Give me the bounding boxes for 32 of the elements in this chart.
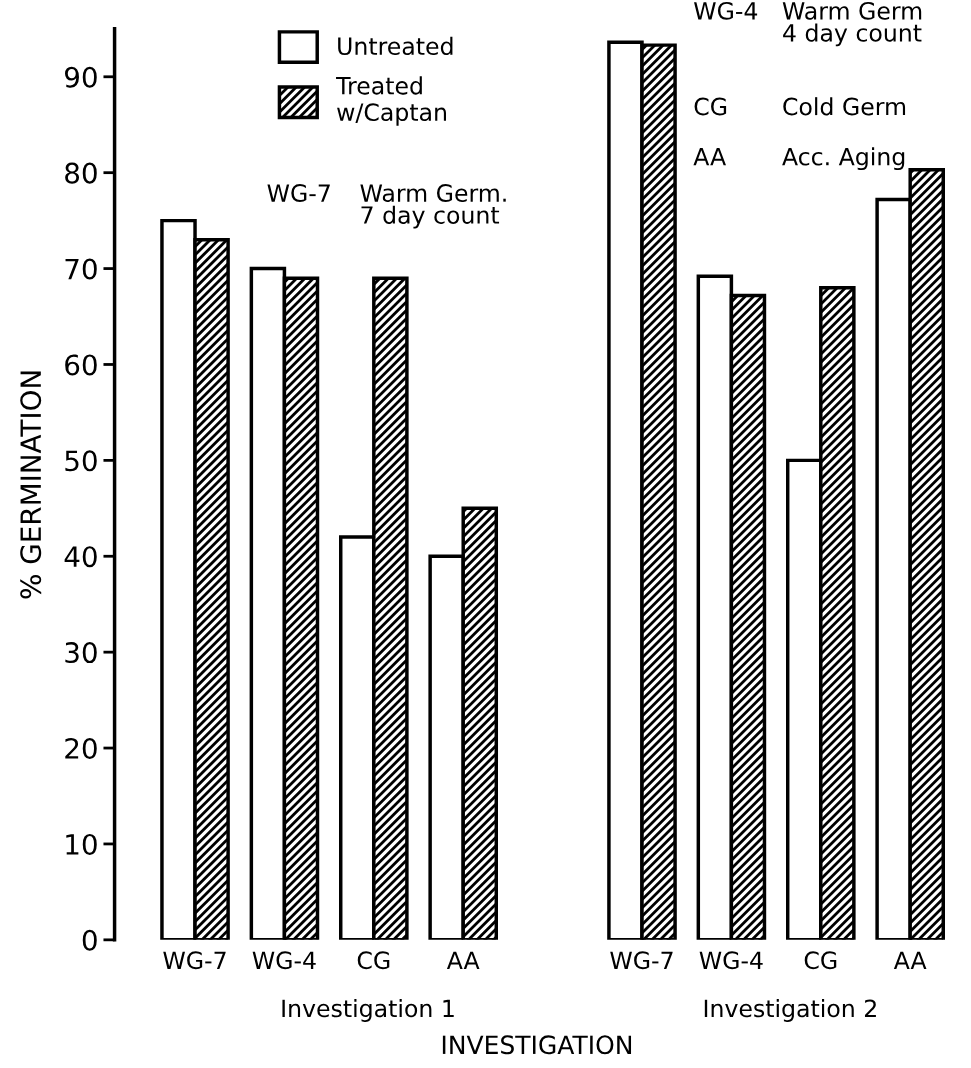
y-tick-label: 0: [82, 929, 97, 951]
annotation: Warm Germ 4 day count: [782, 1, 922, 47]
x-tick-label: AA: [893, 951, 927, 969]
text: Investigation 1: [282, 999, 454, 1022]
y-axis-title: % GERMINATION: [20, 371, 42, 599]
text: Investigation 2: [704, 999, 876, 1022]
x-tick-label: WG-4: [252, 951, 316, 970]
annotation: Acc. Aging: [782, 147, 905, 171]
y-tick-label: 50: [65, 450, 97, 472]
y-tick-label: 30: [65, 642, 97, 664]
y-tick-label: 70: [65, 258, 97, 280]
annotation: Warm Germ. 7 day count: [360, 184, 506, 229]
y-tick-label: 40: [64, 546, 97, 568]
annotation: WG-7: [267, 184, 330, 202]
x-tick-label: CG: [357, 951, 390, 970]
y-tick-label: 10: [66, 833, 97, 855]
y-tick-label: 20: [65, 737, 97, 759]
x-tick-label: WG-7: [610, 951, 673, 970]
y-tick-label: 90: [65, 66, 97, 88]
text: WG-4: [694, 1, 758, 20]
x-tick-label: AA: [446, 951, 480, 969]
x-tick-label: WG-7: [163, 951, 226, 970]
annotation: AA: [693, 147, 726, 166]
y-tick-label: 80: [65, 162, 97, 184]
x-tick-label: CG: [804, 951, 837, 970]
y-tick-label: 60: [65, 354, 97, 376]
x-tick-label: WG-4: [699, 951, 763, 970]
legend-label: Untreated: [338, 36, 453, 56]
x-axis-title: INVESTIGATION: [442, 1035, 632, 1055]
annotation: CG: [694, 97, 727, 116]
legend-label: Treated w/Captan: [336, 76, 446, 126]
annotation: Cold Germ: [783, 97, 906, 116]
